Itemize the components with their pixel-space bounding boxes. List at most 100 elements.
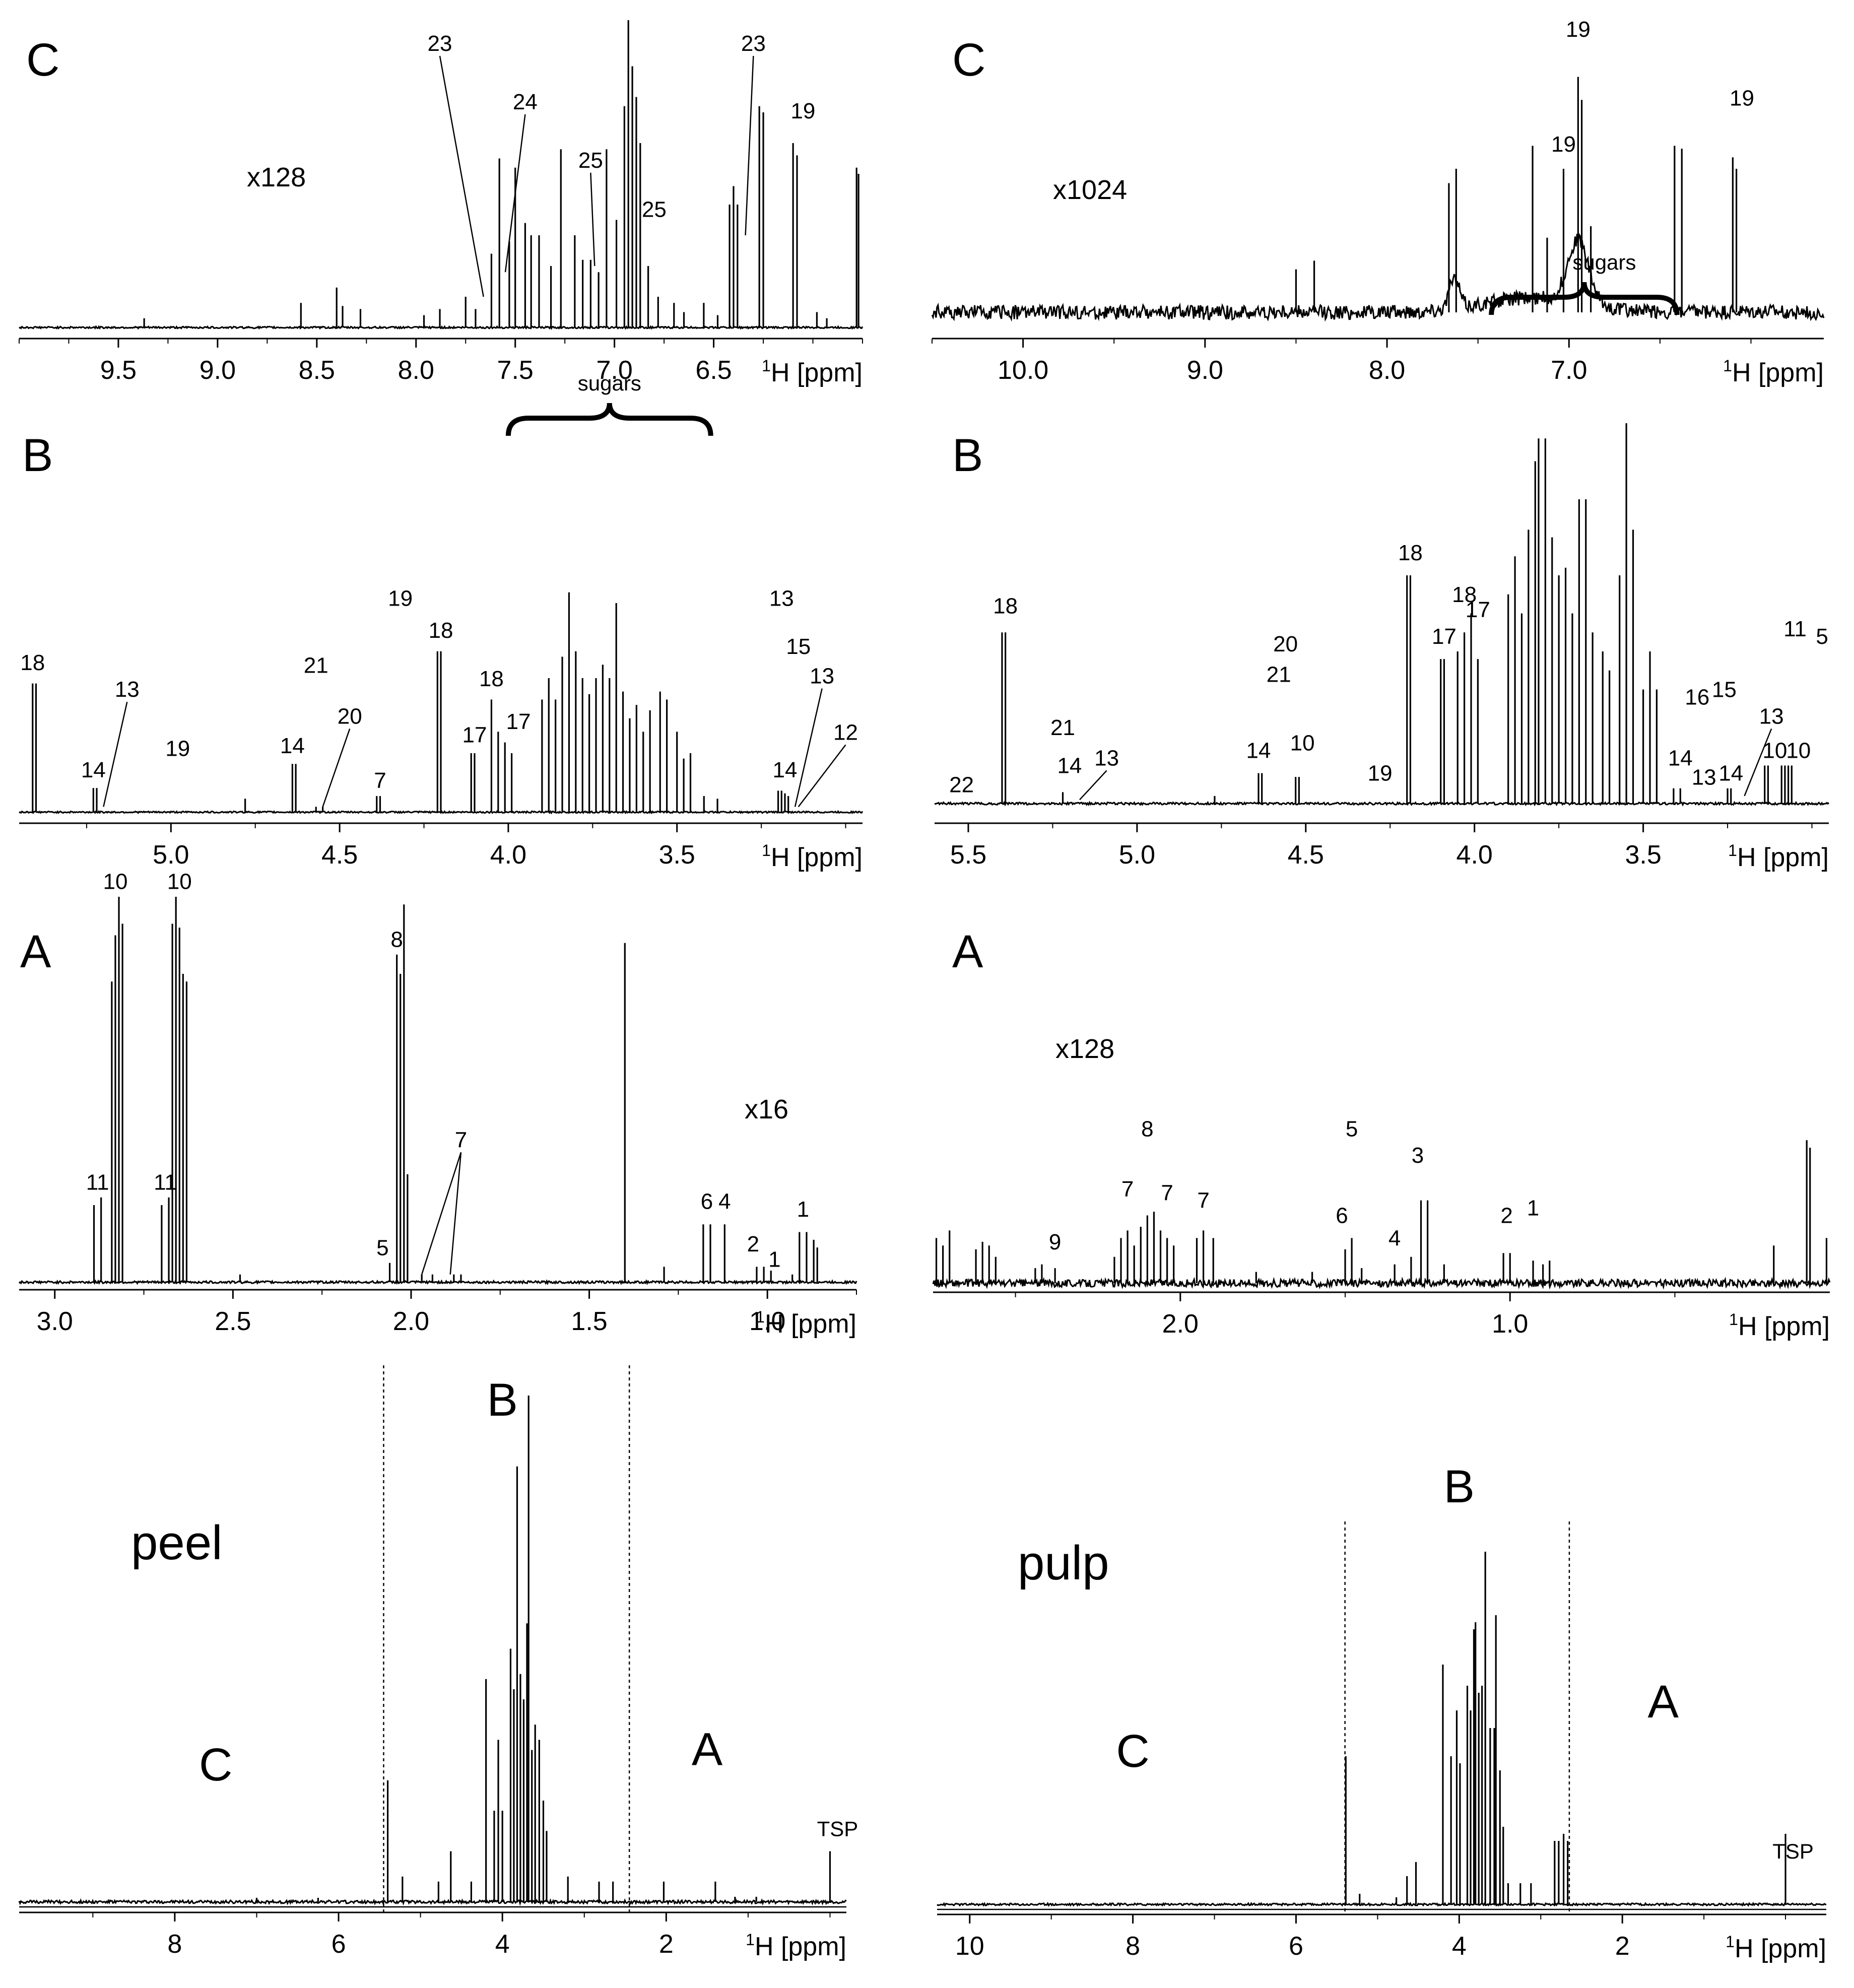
- peak-label: 19: [790, 99, 815, 123]
- x-tick-label: 5.0: [153, 840, 189, 870]
- x-tick-label: 2.0: [1162, 1309, 1199, 1339]
- x-axis-title-sup: 1: [756, 1308, 765, 1326]
- x-tick-label: 7.0: [1551, 356, 1587, 385]
- peak-label: 5: [1816, 624, 1828, 649]
- x-axis-title-text: H [ppm]: [1738, 1312, 1830, 1341]
- peak-label: 23: [428, 31, 452, 56]
- x-axis-title-sup: 1: [762, 357, 771, 375]
- x-tick-label: 3.5: [659, 840, 695, 870]
- x-tick-label: 7.0: [596, 356, 632, 385]
- sugars-brace: [505, 403, 713, 436]
- peak-label: 14: [81, 758, 106, 782]
- peak-label: 3: [1412, 1143, 1424, 1168]
- peak-label: 8: [1141, 1117, 1153, 1142]
- baseline-trace: [937, 1901, 1827, 1907]
- peak-label: 13: [810, 664, 834, 689]
- peak-label: 7: [1161, 1181, 1173, 1206]
- peak-label: 22: [949, 772, 974, 797]
- x-axis-title: 1H [ppm]: [756, 1308, 856, 1339]
- peak-label: 6: [701, 1189, 713, 1214]
- baseline-trace: [19, 325, 864, 330]
- peak-label: 14: [1718, 761, 1743, 786]
- scale-factor-label: x1024: [1053, 175, 1127, 205]
- panel-letter: C: [26, 34, 59, 86]
- x-tick-label: 8.5: [299, 356, 335, 385]
- peak-label: 9: [1049, 1230, 1061, 1254]
- peak-label: 14: [1057, 754, 1082, 778]
- region-label: A: [1647, 1676, 1679, 1728]
- peak-label: 25: [642, 197, 667, 222]
- peak-label: 17: [462, 723, 487, 748]
- peak-label: 10: [1786, 738, 1811, 763]
- x-axis-title-sup: 1: [1728, 841, 1737, 859]
- peak-label: 17: [506, 709, 531, 734]
- peak-label: 18: [1452, 582, 1477, 607]
- peak-label: 1: [768, 1247, 780, 1272]
- peak-label: 10: [167, 870, 192, 894]
- reference-label: TSP: [817, 1817, 858, 1840]
- peak-label: 13: [1692, 765, 1716, 789]
- x-tick-label: 4.5: [1288, 840, 1324, 870]
- peak-label: 13: [769, 586, 794, 611]
- peak-label: 19: [388, 586, 413, 611]
- peak-label: 13: [1094, 746, 1119, 771]
- peak-label: 18: [1398, 541, 1423, 565]
- x-axis-title-text: H [ppm]: [771, 358, 863, 387]
- scale-factor-label: x128: [1055, 1034, 1114, 1064]
- peak-leader-line: [439, 55, 484, 297]
- baseline-trace: [18, 1898, 847, 1906]
- x-axis-title-sup: 1: [1729, 1310, 1738, 1329]
- x-tick-label: 8.0: [1369, 356, 1405, 385]
- x-axis-title: 1H [ppm]: [762, 357, 863, 387]
- x-axis-title: 1H [ppm]: [1723, 357, 1824, 387]
- x-tick-label: 8: [1125, 1932, 1140, 1961]
- x-axis-title-text: H [ppm]: [1735, 1934, 1826, 1963]
- x-tick-label: 2: [1615, 1932, 1630, 1961]
- peak-leader-line: [745, 55, 754, 236]
- peak-label: 7: [455, 1128, 467, 1152]
- x-tick-label: 5.0: [1119, 840, 1155, 870]
- peak-label: 21: [304, 653, 328, 678]
- x-axis-title-text: H [ppm]: [755, 1932, 846, 1961]
- x-tick-label: 9.5: [100, 356, 137, 385]
- panel-letter: A: [952, 926, 983, 977]
- panel-letter: B: [22, 430, 53, 481]
- x-tick-label: 4.0: [490, 840, 526, 870]
- x-tick-label: 8: [167, 1930, 182, 1959]
- x-tick-label: 8.0: [398, 356, 434, 385]
- peak-label: 8: [390, 927, 403, 952]
- peak-leader-line: [794, 688, 823, 807]
- x-axis-title-text: H [ppm]: [1737, 843, 1829, 872]
- x-axis-title: 1H [ppm]: [1729, 1310, 1830, 1341]
- baseline-trace: [19, 810, 864, 815]
- x-tick-label: 2.0: [393, 1307, 429, 1336]
- x-tick-label: 1.0: [749, 1307, 785, 1336]
- peak-label: 13: [115, 677, 140, 702]
- x-tick-label: 1.5: [571, 1307, 607, 1336]
- x-tick-label: 2: [659, 1930, 674, 1959]
- reference-label: TSP: [1772, 1839, 1814, 1863]
- x-axis-title-text: H [ppm]: [1732, 358, 1824, 387]
- peak-label: 17: [1466, 598, 1490, 622]
- peak-label: 1: [797, 1197, 809, 1222]
- peak-label: 19: [1566, 17, 1591, 42]
- baseline-trace: [932, 1276, 1831, 1290]
- peak-label: 18: [20, 650, 45, 675]
- x-tick-label: 6: [332, 1930, 346, 1959]
- peak-label: 23: [741, 31, 766, 56]
- x-tick-label: 10: [955, 1932, 984, 1961]
- x-axis-title-text: H [ppm]: [771, 843, 863, 872]
- scale-factor-label: x128: [247, 162, 306, 192]
- peak-label: 25: [578, 148, 603, 173]
- peak-label: 18: [993, 594, 1018, 619]
- peak-label: 21: [1267, 662, 1291, 687]
- x-tick-label: 1.0: [1492, 1309, 1528, 1339]
- peak-label: 10: [1762, 738, 1787, 763]
- peak-label: 12: [833, 720, 858, 745]
- x-axis-title-sup: 1: [762, 841, 771, 859]
